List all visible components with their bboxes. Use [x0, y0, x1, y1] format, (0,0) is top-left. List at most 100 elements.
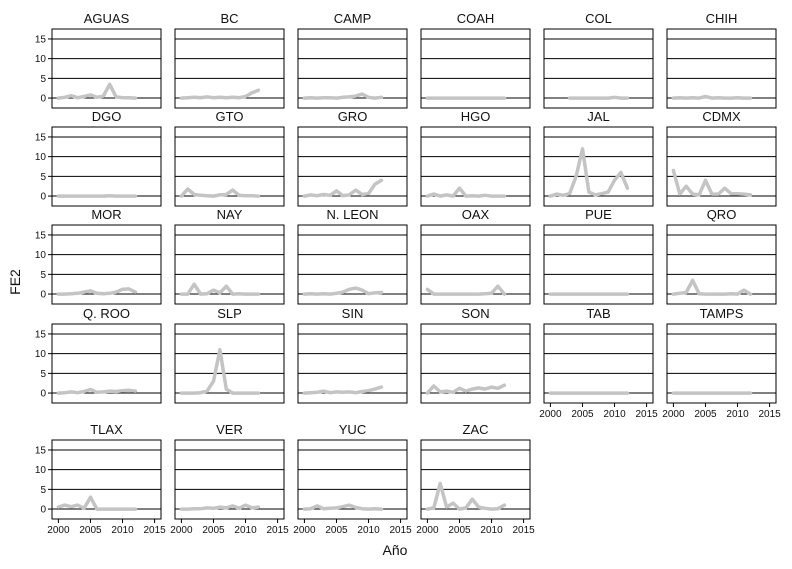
y-tick-label: 10: [35, 465, 47, 476]
panel-tlax: TLAX 0 5 10 15 2000 2005 2010 2015: [35, 422, 166, 536]
panel-frame: [51, 323, 162, 404]
series-line-camp: [302, 92, 384, 100]
x-tick-label: 2015: [389, 525, 412, 536]
x-tick-label: 2010: [603, 409, 626, 420]
panel-title: JAL: [587, 109, 609, 124]
panel-frame: [51, 439, 162, 520]
panel-oax: OAX: [420, 207, 531, 305]
panel-yuc: YUC 2000 2005 2010 2015: [293, 422, 412, 536]
panel-frame: [174, 224, 285, 305]
panel-title: CHIH: [706, 11, 738, 26]
panel-frame: [543, 28, 654, 109]
panel-frame: [297, 439, 408, 520]
y-tick-label: 5: [40, 485, 46, 496]
panel-ver: VER 2000 2005 2010 2015: [170, 422, 289, 536]
panel-frame: [666, 224, 777, 305]
panel-coah: COAH: [420, 11, 531, 109]
y-tick-label: 15: [35, 445, 47, 456]
panel-title: NAY: [217, 207, 243, 222]
x-tick-label: 2010: [726, 409, 749, 420]
panel-nay: NAY: [174, 207, 285, 305]
y-tick-label: 0: [40, 389, 46, 400]
series-line-oax: [425, 284, 507, 296]
panel-jal: JAL: [543, 109, 654, 207]
x-tick-label: 2015: [143, 525, 166, 536]
x-tick-label: 2015: [635, 409, 658, 420]
series-line-gto: [179, 187, 261, 198]
y-tick-label: 5: [40, 270, 46, 281]
panel-title: TAB: [586, 306, 610, 321]
panel-gro: GRO: [297, 109, 408, 207]
series-line-ver: [179, 503, 261, 511]
series-line-tlax: [56, 495, 138, 511]
panel-title: QRO: [707, 207, 737, 222]
y-tick-label: 15: [35, 34, 47, 45]
panel-title: Q. ROO: [83, 306, 130, 321]
series-line-q-roo: [56, 387, 138, 395]
panel-gto: GTO: [174, 109, 285, 207]
panel-frame: [297, 28, 408, 109]
panel-frame: [297, 323, 408, 404]
y-tick-label: 10: [35, 152, 47, 163]
series-line-son: [425, 383, 507, 395]
panel-title: OAX: [462, 207, 490, 222]
y-tick-label: 0: [40, 192, 46, 203]
panel-title: PUE: [585, 207, 612, 222]
y-tick-label: 15: [35, 230, 47, 241]
y-tick-label: 15: [35, 132, 47, 143]
y-axis-label: FE2: [7, 269, 23, 295]
panel-frame: [174, 126, 285, 207]
panel-frame: [420, 28, 531, 109]
y-tick-label: 5: [40, 74, 46, 85]
panel-title: HGO: [461, 109, 491, 124]
y-tick-label: 10: [35, 349, 47, 360]
panel-aguas: AGUAS 0 5 10 15: [35, 11, 162, 109]
panel-cdmx: CDMX: [666, 109, 777, 207]
panel-title: MOR: [91, 207, 121, 222]
series-line-mor: [56, 287, 138, 296]
x-axis-label: Año: [383, 542, 408, 558]
panel-frame: [51, 224, 162, 305]
panels-group: AGUAS 0 5 10 15 BC CAMP COAH COL CHIH DGO 0 5 10 15 GTO…: [35, 11, 781, 536]
panel-pue: PUE: [543, 207, 654, 305]
panel-title: BC: [220, 11, 238, 26]
x-tick-label: 2005: [448, 525, 471, 536]
x-tick-label: 2010: [480, 525, 503, 536]
panel-title: COL: [585, 11, 612, 26]
y-tick-label: 15: [35, 329, 47, 340]
panel-title: CAMP: [334, 11, 372, 26]
panel-col: COL: [543, 11, 654, 109]
series-line-nay: [179, 282, 261, 296]
panel-title: COAH: [457, 11, 495, 26]
panel-bc: BC: [174, 11, 285, 109]
x-tick-label: 2005: [325, 525, 348, 536]
panel-title: VER: [216, 422, 243, 437]
series-line-yuc: [302, 503, 384, 511]
series-line-qro: [671, 278, 753, 296]
panel-hgo: HGO: [420, 109, 531, 207]
panel-frame: [666, 28, 777, 109]
y-tick-label: 5: [40, 369, 46, 380]
panel-title: CDMX: [702, 109, 741, 124]
panel-frame: [420, 323, 531, 404]
panel-frame: [666, 323, 777, 404]
panel-title: ZAC: [463, 422, 489, 437]
series-line-hgo: [425, 186, 507, 198]
panel-title: GTO: [216, 109, 244, 124]
panel-frame: [174, 439, 285, 520]
series-line-slp: [179, 347, 261, 395]
panel-title: SIN: [342, 306, 364, 321]
series-line-gro: [302, 178, 384, 198]
y-tick-label: 0: [40, 290, 46, 301]
panel-zac: ZAC 2000 2005 2010 2015: [416, 422, 535, 536]
x-tick-label: 2005: [202, 525, 225, 536]
x-tick-label: 2000: [416, 525, 439, 536]
series-line-chih: [671, 94, 753, 100]
panel-tamps: TAMPS 2000 2005 2010 2015: [662, 306, 781, 420]
panel-frame: [51, 28, 162, 109]
panel-frame: [297, 224, 408, 305]
x-tick-label: 2000: [47, 525, 70, 536]
x-tick-label: 2005: [79, 525, 102, 536]
panel-camp: CAMP: [297, 11, 408, 109]
panel-title: GRO: [338, 109, 368, 124]
